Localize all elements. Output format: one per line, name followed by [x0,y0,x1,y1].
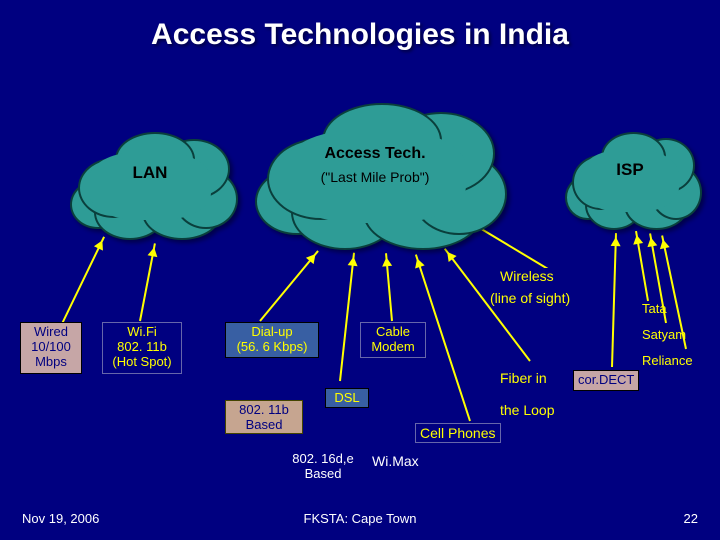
cloud-lan-label: LAN [70,163,230,183]
label-wireless: Wireless [500,268,554,284]
footer-page: 22 [684,511,698,526]
label-lineofsight: (line of sight) [490,290,570,306]
box-dialup-l1: Dial-up [230,325,314,340]
isp-item: cor.DECT [573,370,639,391]
label-fiber-l1: Fiber in [500,370,555,386]
box-80211b-l2: Based [230,418,298,433]
isp-item: Tata [638,300,671,319]
cloud-lan: LAN [70,130,230,240]
label-cellphones: Cell Phones [415,423,501,443]
box-dialup-l2: (56. 6 Kbps) [230,340,314,355]
isp-item: Reliance [638,352,697,371]
box-wired: Wired 10/100 Mbps [20,322,82,374]
box-cable-l1: Cable [365,325,421,340]
label-wimax: Wi.Max [372,453,419,469]
label-fiber: Fiber in the Loop [500,370,555,418]
box-wifi-l1: Wi.Fi [107,325,177,340]
cloud-access-line2: ("Last Mile Prob") [255,169,495,185]
slide-title: Access Technologies in India [0,0,720,52]
cloud-access-line1: Access Tech. [255,145,495,163]
box-80216: 802. 16d,e Based [280,450,366,484]
box-80211b-l1: 802. 11b [230,403,298,418]
box-wired-l2: 10/100 [25,340,77,355]
box-80211b: 802. 11b Based [225,400,303,434]
box-wifi: Wi.Fi 802. 11b (Hot Spot) [102,322,182,374]
isp-item: Satyam [638,326,690,345]
cloud-isp-label: ISP [565,160,695,180]
box-80216-l2: Based [284,467,362,482]
footer-date: Nov 19, 2006 [22,511,99,526]
box-80216-l1: 802. 16d,e [284,452,362,467]
box-wired-l1: Wired [25,325,77,340]
cloud-isp: ISP [565,130,695,230]
cloud-access-label: Access Tech. ("Last Mile Prob") [255,145,495,185]
box-wifi-l3: (Hot Spot) [107,355,177,370]
box-cable: Cable Modem [360,322,426,358]
box-dsl: DSL [325,388,369,408]
label-fiber-l2: the Loop [500,402,555,418]
box-cable-l2: Modem [365,340,421,355]
box-wired-l3: Mbps [25,355,77,370]
box-wifi-l2: 802. 11b [107,340,177,355]
footer-center: FKSTA: Cape Town [304,511,417,526]
box-dialup: Dial-up (56. 6 Kbps) [225,322,319,358]
cloud-access: Access Tech. ("Last Mile Prob") [255,100,495,250]
